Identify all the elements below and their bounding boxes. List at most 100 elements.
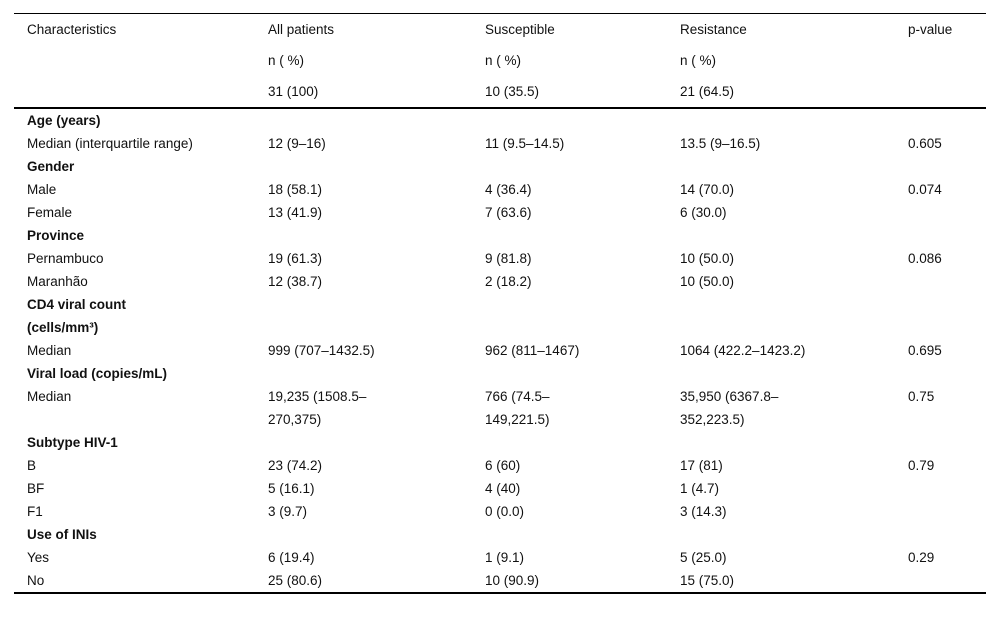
header-resistance-count: 21 (64.5) [680, 76, 908, 109]
resistance-cell [680, 431, 908, 454]
all-patients-cell: 25 (80.6) [268, 573, 323, 588]
all-patients-cell: 999 (707–1432.5) [268, 343, 375, 358]
resistance-cell [680, 362, 908, 385]
resistance-cell: 13.5 (9–16.5) [680, 136, 761, 151]
resistance-cell: 10 (50.0) [680, 274, 735, 289]
susceptible-cell: 2 (18.2) [485, 274, 532, 289]
header-characteristics: Characteristics [27, 22, 117, 37]
table-row: Median 19,235 (1508.5– 270,375) 766 (74.… [14, 385, 986, 431]
resistance-cell: 5 (25.0) [680, 550, 727, 565]
table-row: BF 5 (16.1) 4 (40) 1 (4.7) [14, 477, 986, 500]
header-characteristics-sub [14, 45, 268, 76]
resistance-cell: 35,950 (6367.8– 352,223.5) [680, 389, 779, 427]
p-value-cell [908, 500, 986, 523]
row-label-cell: No [27, 573, 45, 588]
susceptible-cell: 766 (74.5– 149,221.5) [485, 389, 550, 427]
row-label-cell: Viral load (copies/mL) [27, 366, 168, 381]
table-row: Gender [14, 155, 986, 178]
p-value-cell [908, 270, 986, 293]
header-p-value: p-value [908, 22, 953, 37]
table-row: CD4 viral count (cells/mm³) [14, 293, 986, 339]
header-resistance-npct: n ( %) [680, 53, 717, 68]
susceptible-cell: 6 (60) [485, 458, 521, 473]
row-label-cell: Yes [27, 550, 50, 565]
header-count-row: 31 (100) 10 (35.5) 21 (64.5) [14, 76, 986, 109]
susceptible-cell: 1 (9.1) [485, 550, 525, 565]
all-patients-cell: 19 (61.3) [268, 251, 323, 266]
susceptible-cell: 9 (81.8) [485, 251, 532, 266]
all-patients-cell: 18 (58.1) [268, 182, 323, 197]
row-label-cell: Maranhão [27, 274, 88, 289]
p-value-cell [908, 431, 986, 454]
table-row: Use of INIs [14, 523, 986, 546]
row-label-cell: Pernambuco [27, 251, 104, 266]
susceptible-cell [485, 362, 680, 385]
resistance-cell: 6 (30.0) [680, 205, 727, 220]
p-value-cell: 0.79 [908, 458, 935, 473]
header-all-patients: All patients [268, 22, 335, 37]
row-label-cell: Male [27, 182, 57, 197]
susceptible-cell [485, 155, 680, 178]
susceptible-cell: 7 (63.6) [485, 205, 532, 220]
row-label-cell: Median [27, 389, 72, 404]
resistance-cell [680, 293, 908, 339]
header-all-patients-count: 31 (100) [268, 76, 485, 109]
row-label-cell: B [27, 458, 37, 473]
header-susceptible: Susceptible [485, 22, 555, 37]
table-body: Age (years) Median (interquartile range)… [14, 108, 986, 593]
p-value-cell: 0.695 [908, 343, 942, 358]
all-patients-cell [268, 293, 485, 339]
table-row: Median 999 (707–1432.5) 962 (811–1467) 1… [14, 339, 986, 362]
p-value-cell [908, 201, 986, 224]
p-value-cell [908, 108, 986, 132]
header-resistance: Resistance [680, 22, 747, 37]
header-npct-row: n ( %) n ( %) n ( %) [14, 45, 986, 76]
p-value-cell: 0.75 [908, 389, 935, 404]
susceptible-cell: 962 (811–1467) [485, 343, 580, 358]
table-row: Male 18 (58.1) 4 (36.4) 14 (70.0) 0.074 [14, 178, 986, 201]
susceptible-cell [485, 523, 680, 546]
p-value-cell [908, 569, 986, 593]
p-value-cell: 0.29 [908, 550, 935, 565]
header-p-value-count [908, 76, 986, 109]
resistance-cell: 15 (75.0) [680, 573, 735, 588]
resistance-cell [680, 523, 908, 546]
susceptible-cell: 10 (90.9) [485, 573, 540, 588]
all-patients-cell: 5 (16.1) [268, 481, 315, 496]
row-label-cell: Province [27, 228, 85, 243]
all-patients-cell [268, 108, 485, 132]
characteristics-table: Characteristics All patients Susceptible… [14, 13, 986, 594]
susceptible-cell [485, 293, 680, 339]
p-value-cell [908, 477, 986, 500]
row-label-cell: Median [27, 343, 72, 358]
all-patients-cell: 6 (19.4) [268, 550, 315, 565]
resistance-cell [680, 155, 908, 178]
table-row: Age (years) [14, 108, 986, 132]
susceptible-cell: 0 (0.0) [485, 504, 525, 519]
p-value-cell [908, 362, 986, 385]
all-patients-cell [268, 224, 485, 247]
susceptible-cell: 4 (40) [485, 481, 521, 496]
row-label-cell: BF [27, 481, 45, 496]
row-label-cell: Median (interquartile range) [27, 136, 193, 151]
resistance-cell: 10 (50.0) [680, 251, 735, 266]
resistance-cell [680, 224, 908, 247]
all-patients-cell [268, 362, 485, 385]
p-value-cell [908, 523, 986, 546]
table-row: Median (interquartile range) 12 (9–16) 1… [14, 132, 986, 155]
header-p-value-sub [908, 45, 986, 76]
row-label-cell: CD4 viral count (cells/mm³) [27, 297, 127, 335]
table-row: Female 13 (41.9) 7 (63.6) 6 (30.0) [14, 201, 986, 224]
header-susceptible-npct: n ( %) [485, 53, 522, 68]
table-row: B 23 (74.2) 6 (60) 17 (81) 0.79 [14, 454, 986, 477]
all-patients-cell: 3 (9.7) [268, 504, 308, 519]
susceptible-cell [485, 224, 680, 247]
susceptible-cell [485, 108, 680, 132]
susceptible-cell: 4 (36.4) [485, 182, 532, 197]
all-patients-cell [268, 155, 485, 178]
table-row: No 25 (80.6) 10 (90.9) 15 (75.0) [14, 569, 986, 593]
all-patients-cell [268, 523, 485, 546]
table-row: Province [14, 224, 986, 247]
all-patients-cell: 13 (41.9) [268, 205, 323, 220]
susceptible-cell [485, 431, 680, 454]
